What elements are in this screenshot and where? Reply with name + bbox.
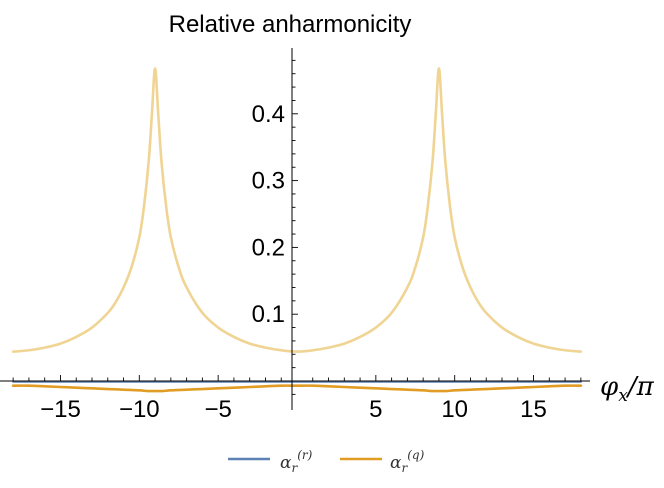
x-tick-label: 10 [441,396,468,423]
legend-label: αr(r) [280,448,313,475]
legend: αr(r) αr(q) [228,448,425,475]
x-axis-label: φx/π [600,372,655,406]
x-tick-label: −15 [40,396,81,423]
x-tick-label: −10 [119,396,160,423]
y-tick-label: 0.3 [252,168,285,195]
legend-label: αr(q) [390,448,425,475]
x-tick-label: 15 [520,396,547,423]
axes-layer [0,48,590,410]
y-tick-label: 0.1 [252,301,285,328]
legend-item-alpha-r-q: αr(q) [340,448,425,475]
labels-layer: −15 −10 −5 5 10 15 0.1 0.2 0.3 0.4 [40,101,547,423]
y-tick-label: 0.2 [252,234,285,261]
series-layer [11,67,583,393]
series-peak-curve-line [11,67,583,353]
chart-title: Relative anharmonicity [169,11,412,38]
y-tick-label: 0.4 [252,101,285,128]
series-alpha-r-q-line [11,384,583,393]
x-tick-label: −5 [204,396,231,423]
x-tick-label: 5 [369,396,382,423]
legend-item-alpha-r-r: αr(r) [228,448,313,475]
